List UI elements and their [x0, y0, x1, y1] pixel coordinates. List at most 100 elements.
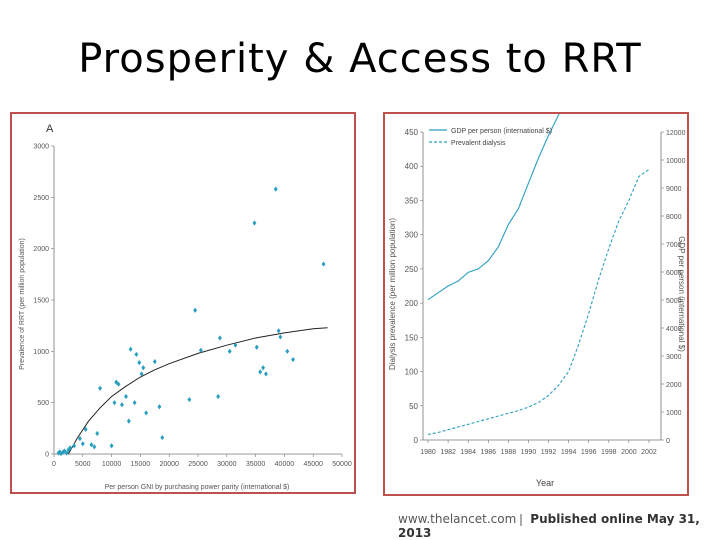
chart-a-y-tick-label: 1000	[33, 349, 49, 356]
chart-b-left-tick-label: 200	[405, 299, 419, 308]
chart-a-frame: A 0 5000 10000 15000 20000 25000 30000 35000 400…	[10, 112, 356, 494]
chart-a-y-tick-label: 0	[45, 452, 49, 459]
chart-a-data-point	[80, 441, 85, 447]
chart-b-left-tick-label: 350	[405, 196, 419, 205]
chart-a-data-point	[132, 400, 137, 406]
chart-b-x-tick-label: 1996	[581, 449, 597, 456]
chart-b-left-tick-label: 0	[414, 436, 419, 445]
chart-a-data-point	[126, 418, 131, 424]
chart-b-right-tick-label: 9000	[666, 186, 682, 193]
chart-a-y-tick-label: 2000	[33, 246, 49, 253]
chart-b-line: 0 50 100 150 200 250 300 350 400 450 0 1000 2000 3000…	[388, 22, 686, 488]
chart-a-y-tick-label: 1500	[33, 298, 49, 305]
chart-b-frame: 0 50 100 150 200 250 300 350 400 450 0 1000 2000 3000…	[383, 22, 689, 496]
chart-a-data-point	[58, 450, 63, 457]
chart-a-data-point	[120, 402, 124, 408]
chart-b-left-tick-label: 300	[405, 231, 419, 240]
chart-a-data-point	[187, 396, 192, 403]
chart-b-left-tick-label: 450	[405, 128, 419, 137]
chart-b-left-tick-label: 400	[405, 162, 419, 171]
chart-b-x-tick-label: 1992	[541, 449, 557, 456]
slide-title: Prosperity & Access to RRT	[78, 36, 642, 82]
chart-b-right-tick-label: 6000	[666, 270, 682, 277]
footer-separator	[520, 513, 523, 526]
chart-a-panel-label: A	[46, 123, 54, 135]
chart-a-x-tick-label: 15000	[131, 461, 151, 468]
chart-a-x-tick-label: 30000	[217, 461, 237, 468]
chart-b-x-tick-label: 1980	[420, 449, 436, 456]
chart-a-data-point	[124, 393, 128, 400]
footer-source[interactable]: www.thelancet.com	[398, 512, 517, 526]
chart-a-y-tick-label: 3000	[33, 144, 49, 151]
chart-a-data-point	[285, 348, 290, 354]
chart-a-y-tick-label: 2500	[33, 195, 49, 202]
chart-a-data-point	[141, 365, 146, 371]
chart-a-data-point	[89, 442, 94, 448]
chart-a-data-point	[321, 261, 326, 267]
chart-a-data-point	[92, 444, 97, 450]
chart-a-data-point	[264, 371, 268, 377]
chart-a-data-point	[276, 328, 281, 334]
chart-b-right-tick-label: 4000	[666, 326, 682, 333]
chart-a-data-point	[68, 445, 73, 451]
chart-a-fit-curve	[67, 327, 328, 455]
chart-b-x-tick-label: 1994	[561, 449, 577, 456]
chart-b-right-tick-label: 1000	[666, 410, 682, 417]
chart-a-x-tick-label: 50000	[332, 461, 352, 468]
footer: www.thelancet.com Published online May 31…	[398, 512, 720, 540]
chart-b-left-axis-label: Dialysis prevalence (per million populat…	[388, 218, 397, 370]
chart-a-data-point	[116, 381, 121, 387]
footer-published: Published online May 31, 2013	[398, 512, 700, 540]
chart-a-x-tick-label: 35000	[246, 461, 266, 468]
chart-a-data-point	[114, 379, 119, 385]
chart-b-x-tick-label: 1986	[480, 449, 496, 456]
chart-b-right-tick-label: 5000	[666, 298, 682, 305]
chart-a-x-tick-label: 20000	[159, 461, 179, 468]
chart-b-x-tick-label: 1982	[440, 449, 456, 456]
chart-a-y-tick-label: 500	[37, 400, 49, 407]
chart-a-data-point	[227, 348, 232, 354]
chart-a-x-tick-label: 0	[52, 461, 56, 468]
chart-b-right-tick-label: 0	[666, 438, 670, 445]
chart-a-data-point	[254, 344, 259, 350]
chart-b-x-axis-label: Year	[536, 478, 554, 488]
chart-a-data-point	[291, 356, 295, 363]
chart-a-data-point	[112, 400, 117, 406]
chart-a-data-point	[57, 449, 62, 455]
chart-a-data-point	[128, 346, 133, 352]
chart-b-x-tick-label: 1988	[501, 449, 517, 456]
chart-a-data-point	[66, 447, 71, 453]
chart-a-data-point	[157, 404, 162, 410]
chart-a-data-point	[134, 351, 139, 358]
chart-a-data-point	[72, 443, 77, 449]
chart-b-dialysis-line	[427, 169, 650, 436]
chart-a-data-point	[60, 449, 65, 456]
chart-a-data-point	[95, 430, 100, 437]
chart-b-left-tick-label: 250	[405, 265, 419, 274]
chart-a-data-point	[152, 359, 157, 365]
chart-a-y-axis-label: Prevalence of RRT (per million populatio…	[19, 238, 26, 370]
chart-a-data-point	[64, 450, 69, 456]
chart-a-data-point	[216, 393, 221, 400]
chart-b-right-tick-label: 12000	[666, 130, 686, 137]
chart-b-right-tick-label: 8000	[666, 214, 682, 221]
chart-a-x-tick-label: 5000	[75, 461, 91, 468]
chart-b-right-tick-label: 2000	[666, 382, 682, 389]
legend-gdp-label: GDP per person (international $)	[451, 128, 552, 135]
chart-a-data-point	[261, 365, 266, 371]
chart-a-data-point	[273, 186, 278, 192]
chart-b-right-tick-label: 3000	[666, 354, 682, 361]
chart-a-x-tick-label: 45000	[303, 461, 323, 468]
chart-b-x-tick-label: 2002	[641, 449, 657, 456]
chart-a-data-point	[83, 426, 88, 432]
chart-a-scatter: A 0 5000 10000 15000 20000 25000 30000 35000 400…	[19, 123, 352, 491]
chart-a-data-point	[193, 307, 198, 313]
chart-a-data-point	[278, 334, 283, 340]
chart-a-data-point	[139, 371, 144, 377]
chart-b-right-tick-label: 10000	[666, 158, 686, 165]
chart-a-data-point	[252, 220, 257, 226]
chart-a-data-point	[160, 434, 165, 441]
chart-b-left-tick-label: 100	[405, 368, 419, 377]
chart-a-data-point	[137, 360, 142, 366]
chart-b-left-tick-label: 50	[409, 402, 418, 411]
